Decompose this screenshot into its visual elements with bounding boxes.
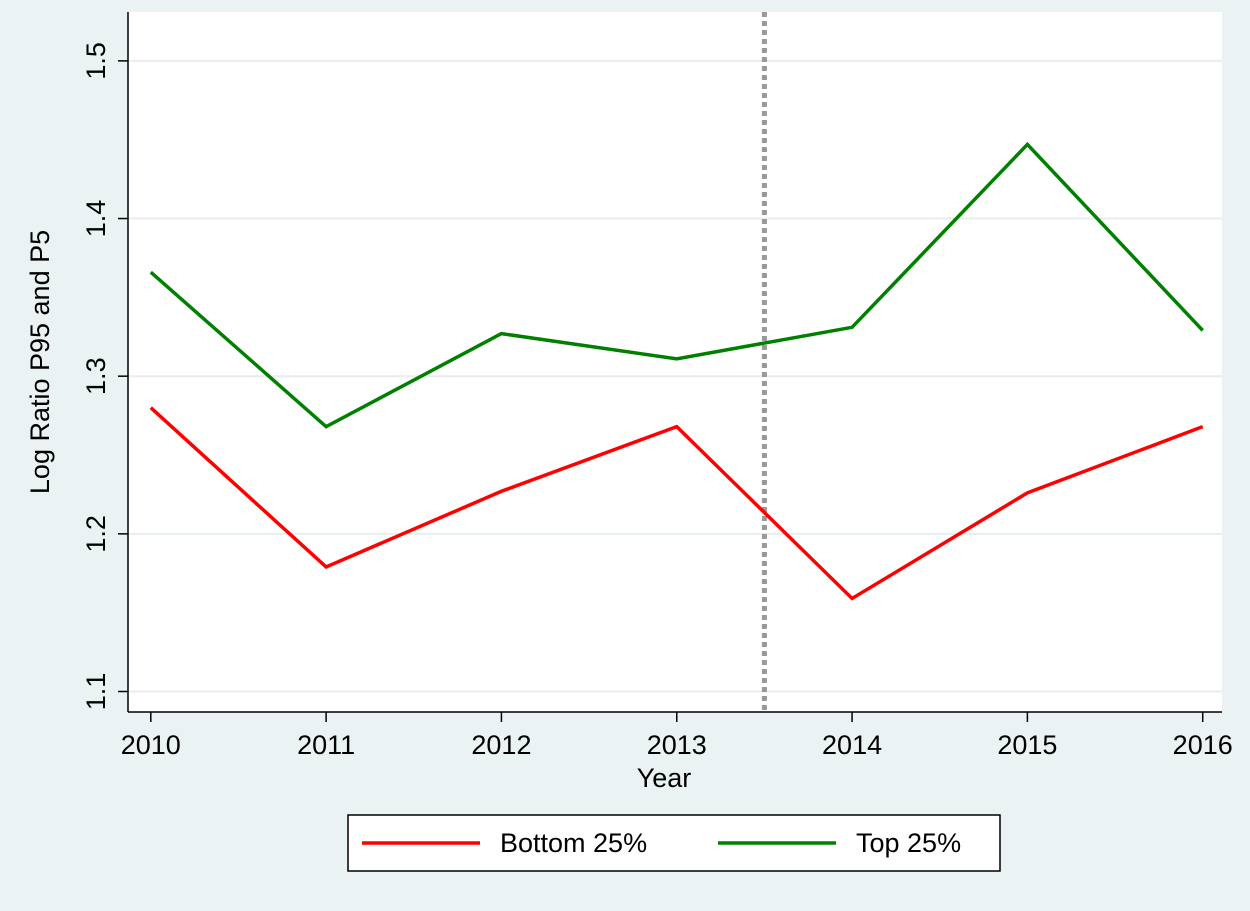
x-tick-label: 2012	[471, 730, 531, 760]
legend-label: Top 25%	[856, 828, 961, 858]
series-line	[149, 141, 1204, 429]
plot-area	[128, 12, 1222, 712]
series-line	[149, 406, 1204, 601]
y-tick-label: 1.4	[81, 200, 111, 238]
x-tick-label: 2013	[647, 730, 707, 760]
y-tick-label: 1.1	[81, 673, 111, 711]
x-axis-title: Year	[637, 763, 692, 793]
x-tick-label: 2016	[1173, 730, 1233, 760]
x-tick-label: 2010	[121, 730, 181, 760]
y-axis-title: Log Ratio P95 and P5	[25, 230, 55, 494]
x-tick-label: 2011	[297, 730, 355, 760]
y-tick-label: 1.2	[81, 515, 111, 553]
y-tick-label: 1.5	[81, 42, 111, 80]
x-tick-label: 2015	[997, 730, 1057, 760]
y-tick-label: 1.3	[81, 357, 111, 395]
x-tick-label: 2014	[822, 730, 882, 760]
legend-label: Bottom 25%	[500, 828, 647, 858]
